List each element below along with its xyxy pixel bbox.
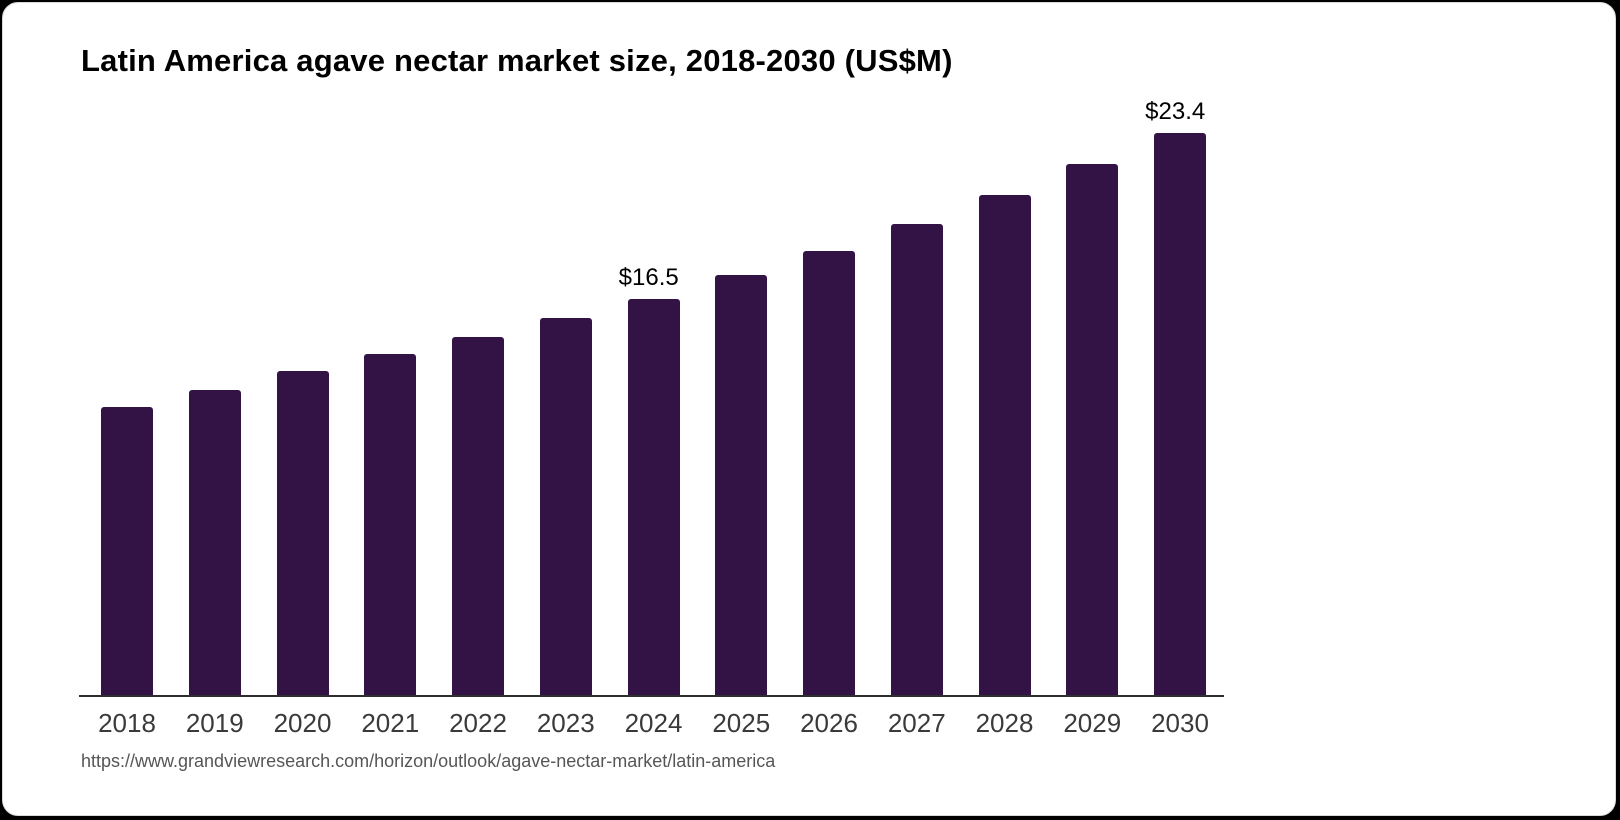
x-tick-label-2020: 2020 [273,708,332,738]
x-tick-label-2028: 2028 [975,708,1034,738]
bar-group-2021: 2021 [361,135,419,738]
x-tick-label-2030: 2030 [1151,708,1209,738]
bar-2019[interactable] [188,390,241,695]
x-tick-label-2023: 2023 [536,708,595,738]
bar-group-2029: 2029 [1063,135,1121,738]
bar-2024[interactable] [627,299,680,695]
bar-2021[interactable] [364,354,417,695]
bar-2026[interactable] [803,251,855,695]
bar-group-2019: 2019 [186,135,244,738]
x-tick-label-2022: 2022 [449,708,507,738]
bar-group-2023: 2023 [537,135,595,738]
bar-group-2030: $23.4 2030 [1145,98,1209,738]
x-tick-label-2024: 2024 [624,708,683,738]
bar-group-2024: $16.5 2024 [619,135,683,738]
value-label-2024: $16.5 [618,264,679,291]
bar-group-2028: 2028 [976,135,1033,738]
bar-2027[interactable] [890,224,943,695]
bar-2022[interactable] [452,337,504,695]
bar-2030[interactable] [1154,133,1206,695]
x-tick-label-2021: 2021 [361,708,420,738]
bar-2025[interactable] [715,275,768,695]
x-tick-label-2029: 2029 [1063,708,1122,738]
bar-group-2018: 2018 [98,135,156,738]
x-tick-label-2025: 2025 [712,708,771,738]
x-tick-label-2018: 2018 [98,708,156,738]
chart-title: Latin America agave nectar market size, … [81,43,953,78]
bar-group-2020: 2020 [274,135,331,738]
bar-group-2022: 2022 [449,135,507,738]
source-url: https://www.grandviewresearch.com/horizo… [81,751,776,771]
bar-group-2025: 2025 [712,135,770,738]
bar-2018[interactable] [101,407,153,695]
bar-chart-plot-area: 2018 2019 2020 2021 2022 2023 $16.5 2024 2025 202… [79,98,1224,738]
bar-2023[interactable] [539,318,592,695]
x-tick-label-2019: 2019 [185,708,244,738]
bar-2028[interactable] [978,195,1031,695]
bar-2020[interactable] [276,371,329,695]
x-tick-label-2026: 2026 [800,708,858,738]
value-label-2030: $23.4 [1145,98,1206,125]
bar-group-2026: 2026 [800,135,858,738]
bar-group-2027: 2027 [888,135,946,738]
x-tick-label-2027: 2027 [887,708,946,738]
bar-2029[interactable] [1066,164,1119,695]
